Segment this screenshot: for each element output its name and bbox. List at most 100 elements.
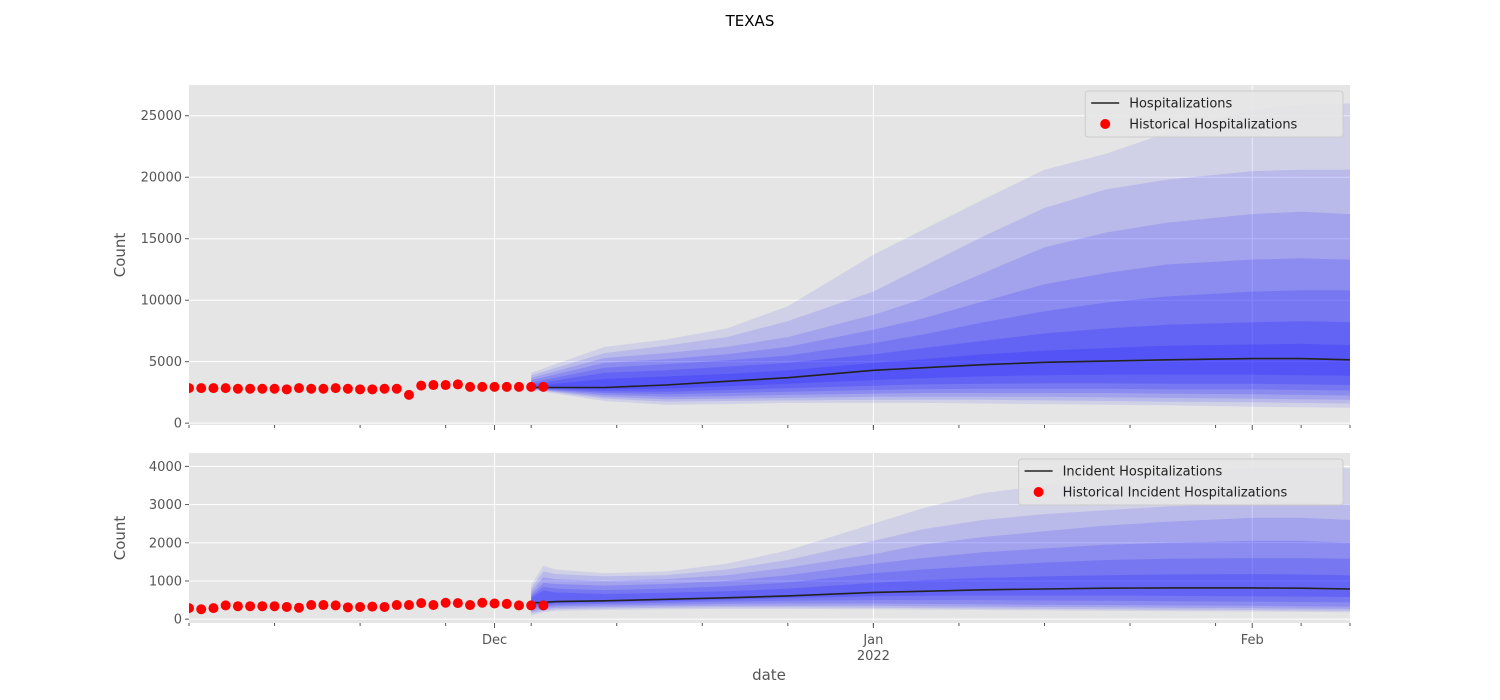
historical-point [391,383,402,394]
historical-point [257,383,268,394]
y-tick-label: 0 [174,417,182,432]
historical-point [513,600,524,611]
figure-title: TEXAS [725,12,775,30]
historical-point [440,380,451,391]
x-tick-label: Jan [862,633,883,648]
forecast-median-line [531,587,1350,604]
historical-point [293,383,304,394]
historical-point [440,597,451,608]
historical-point [342,602,353,613]
historical-point [367,384,378,395]
plot-background [189,85,1350,425]
y-tick-label: 10000 [141,294,182,309]
historical-point [306,383,317,394]
y-axis-title: Count [111,516,129,561]
historical-point [189,603,194,614]
legend-label: Historical Incident Hospitalizations [1063,486,1288,501]
historical-point [342,383,353,394]
historical-point [452,598,463,609]
legend-point-swatch [1100,119,1111,129]
historical-point [355,601,366,612]
historical-point [465,381,476,392]
historical-point [428,600,439,611]
y-tick-label: 5000 [149,355,182,370]
historical-point [281,601,292,612]
historical-point [526,381,537,392]
historical-point [538,381,549,392]
historical-point [196,383,207,394]
plot-area [189,103,1350,408]
legend: Hospitalizations Historical Hospitalizati… [1084,90,1344,138]
historical-point [489,598,500,609]
legend-point-swatch [1033,487,1044,497]
historical-point [501,381,512,392]
y-tick-label: 0 [174,613,182,628]
historical-point [257,601,268,612]
historical-point [452,379,463,390]
y-tick-label: 2000 [149,536,182,551]
historical-point [306,600,317,611]
historical-point [489,381,500,392]
x-axis-title: date [752,666,786,684]
historical-point [428,380,439,391]
legend-label: Incident Hospitalizations [1063,465,1223,480]
historical-point [330,383,341,394]
historical-point [318,383,329,394]
historical-point [379,601,390,612]
legend: Incident Hospitalizations Historical Inci… [1018,458,1344,506]
forecast-band-4 [531,540,1350,610]
legend-label: Hospitalizations [1129,97,1232,112]
y-tick-label: 4000 [149,460,182,475]
historical-point [403,600,414,611]
forecast-band-6 [531,321,1350,392]
x-tick-label: Dec [482,633,507,648]
historical-point [513,381,524,392]
historical-point [477,381,488,392]
forecast-band-2 [531,169,1350,404]
historical-point [538,600,549,611]
historical-point [281,384,292,395]
legend-box [1084,90,1344,138]
historical-point [501,598,512,609]
historical-point [318,600,329,611]
forecast-band-4 [531,258,1350,397]
historical-point [189,383,194,394]
historical-point [245,601,256,612]
historical-point [245,383,256,394]
historical-point [220,383,231,394]
historical-point [269,383,280,394]
historical-point [220,600,231,611]
historical-point [477,597,488,608]
historical-point [465,600,476,611]
historical-point [355,384,366,395]
historical-point [367,601,378,612]
y-tick-label: 3000 [149,498,182,513]
legend-label: Historical Hospitalizations [1129,118,1297,133]
historical-point [379,383,390,394]
forecast-band-3 [531,211,1350,400]
y-tick-label: 25000 [141,109,182,124]
historical-point [208,383,219,394]
historical-point [232,601,243,612]
forecast-band-2 [531,502,1350,614]
forecast-band-5 [531,290,1350,395]
historical-point [416,380,427,391]
historical-point [330,600,341,611]
y-tick-label: 15000 [141,232,182,247]
cumulative-panel: 0 5000 10000 15000 20000 25000 Count Hospitaliz… [111,85,1351,432]
y-tick-label: 20000 [141,171,182,186]
legend-box [1018,458,1344,506]
historical-point [293,602,304,613]
historical-point [391,600,402,611]
forecast-median-line [531,357,1350,389]
forecast-band-1 [531,103,1350,408]
historical-point [526,600,537,611]
historical-point [403,389,414,400]
historical-point [232,383,243,394]
forecast-band-5 [531,558,1350,608]
historical-point [416,598,427,609]
y-tick-label: 1000 [149,574,182,589]
